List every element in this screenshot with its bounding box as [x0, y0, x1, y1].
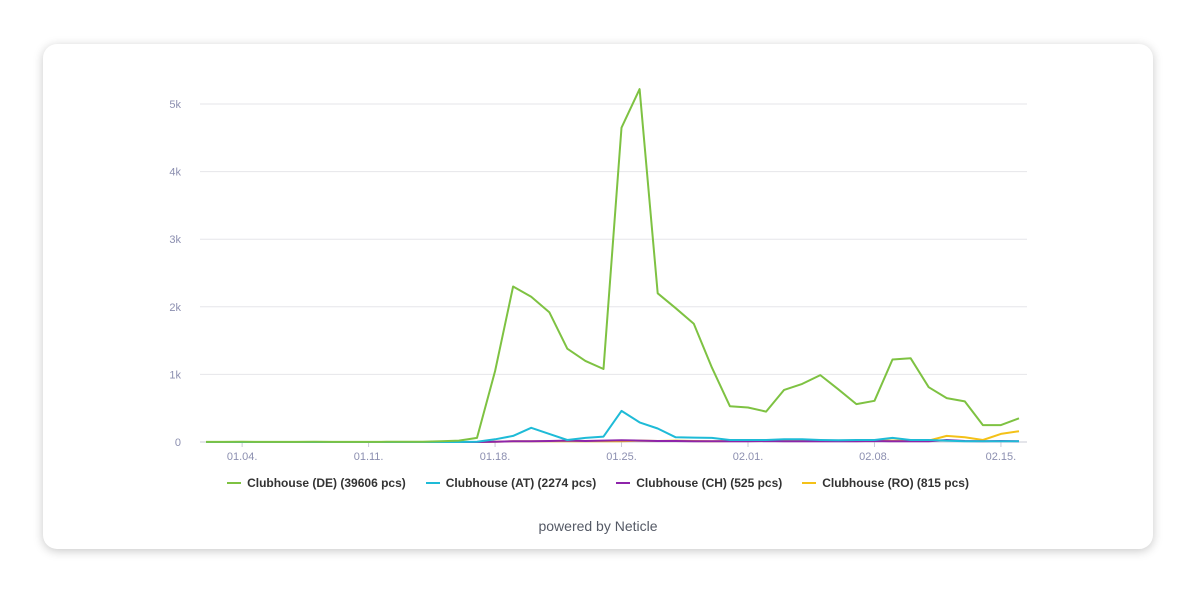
y-tick-label: 2k [169, 302, 181, 314]
x-tick-label: 01.18. [480, 451, 511, 463]
legend-item-2[interactable]: Clubhouse (CH) (525 pcs) [616, 476, 782, 490]
legend-item-0[interactable]: Clubhouse (DE) (39606 pcs) [227, 476, 406, 490]
chart-card: 0 1k 2k 3k 4k 5k 01.04. 01.11. 01.18. 01.25. 02.0… [43, 44, 1153, 549]
legend-swatch [802, 482, 817, 484]
y-axis: 0 1k 2k 3k 4k 5k [169, 99, 181, 449]
legend-label: Clubhouse (AT) (2274 pcs) [445, 476, 597, 490]
legend-swatch [227, 482, 242, 484]
x-axis: 01.04. 01.11. 01.18. 01.25. 02.01. 02.08. 02.1… [227, 442, 1016, 463]
grid [200, 103, 1027, 443]
y-tick-label: 3k [169, 234, 181, 246]
y-tick-label: 5k [169, 99, 181, 111]
legend-label: Clubhouse (RO) (815 pcs) [822, 476, 969, 490]
legend-swatch [425, 482, 440, 484]
line-chart: 0 1k 2k 3k 4k 5k 01.04. 01.11. 01.18. 01.25. 02.0… [169, 88, 1027, 463]
legend-item-1[interactable]: Clubhouse (AT) (2274 pcs) [425, 476, 597, 490]
x-tick-label: 02.01. [733, 451, 764, 463]
y-tick-label: 4k [169, 167, 181, 179]
series-lines [206, 88, 1020, 443]
legend-label: Clubhouse (CH) (525 pcs) [636, 476, 783, 490]
x-tick-label: 01.11. [354, 451, 384, 463]
legend-label: Clubhouse (DE) (39606 pcs) [247, 476, 406, 490]
legend-item-3[interactable]: Clubhouse (RO) (815 pcs) [802, 476, 969, 490]
powered-by-footer: powered by Neticle [538, 518, 658, 534]
x-tick-label: 02.08. [859, 451, 890, 463]
series-line-1[interactable] [206, 409, 1019, 443]
x-tick-label: 02.15. [986, 451, 1017, 463]
y-tick-label: 1k [169, 369, 181, 381]
x-tick-label: 01.25. [606, 451, 637, 463]
x-tick-label: 01.04. [227, 451, 258, 463]
series-line-0[interactable] [206, 88, 1020, 443]
legend: Clubhouse (DE) (39606 pcs) Clubhouse (AT)… [43, 476, 1153, 490]
legend-swatch [616, 482, 631, 484]
y-tick-label: 0 [175, 437, 181, 449]
